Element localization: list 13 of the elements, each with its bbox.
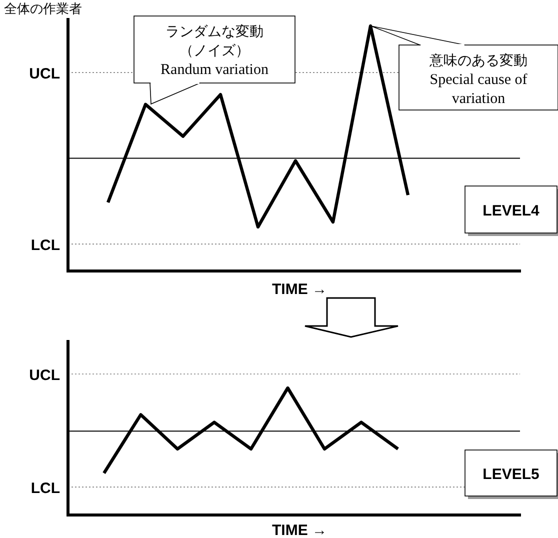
ref-line-label: UCL xyxy=(29,66,60,83)
text: 意味のある変動 xyxy=(428,52,528,68)
text: LEVEL5 xyxy=(482,466,540,483)
annotation: ランダムな変動（ノイズ） xyxy=(166,23,264,58)
x-axis-title: TIME → xyxy=(272,281,327,298)
ref-line-label: LCL xyxy=(30,480,60,498)
text: LEVEL4 xyxy=(482,202,540,220)
ref-line-label: UCL xyxy=(29,367,60,384)
annotation: Randum variation xyxy=(160,62,269,78)
x-axis-title: TIME → xyxy=(272,522,327,538)
ref-line-label: LCL xyxy=(30,237,60,254)
text: Special cause of variation xyxy=(430,72,528,107)
chart-title: 全体の作業者 xyxy=(4,1,82,16)
